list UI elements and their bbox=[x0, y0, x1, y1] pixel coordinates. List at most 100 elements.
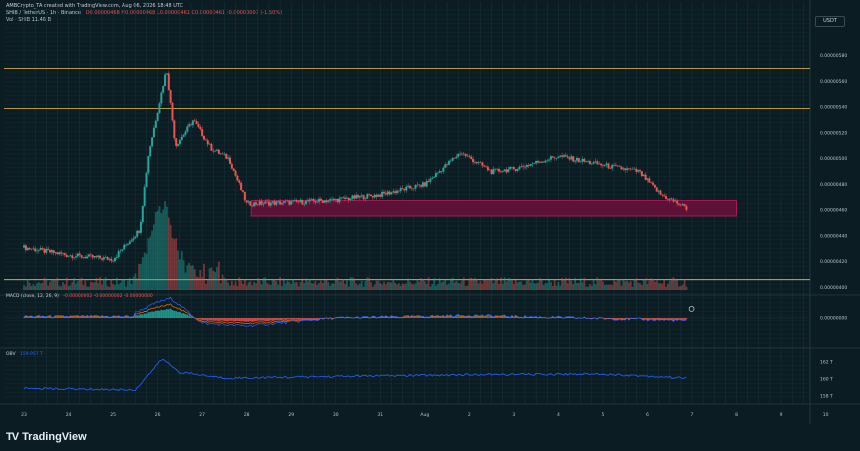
candle-body[interactable] bbox=[371, 196, 374, 198]
candle-body[interactable] bbox=[216, 149, 219, 151]
candle-body[interactable] bbox=[253, 202, 256, 207]
candle-body[interactable] bbox=[457, 153, 460, 157]
candle-body[interactable] bbox=[329, 199, 332, 201]
candle-body[interactable] bbox=[128, 241, 131, 245]
candle-body[interactable] bbox=[143, 187, 146, 206]
candle-body[interactable] bbox=[221, 153, 224, 155]
candle-body[interactable] bbox=[568, 157, 571, 160]
candle-body[interactable] bbox=[455, 156, 458, 159]
candle-body[interactable] bbox=[312, 198, 315, 202]
candle-body[interactable] bbox=[177, 144, 180, 146]
candle-body[interactable] bbox=[672, 199, 675, 202]
candle-body[interactable] bbox=[26, 247, 29, 251]
candle-body[interactable] bbox=[264, 201, 267, 204]
candle-body[interactable] bbox=[475, 161, 478, 164]
candle-body[interactable] bbox=[69, 255, 72, 257]
candle-body[interactable] bbox=[449, 160, 452, 162]
candle-body[interactable] bbox=[583, 158, 586, 162]
candle-body[interactable] bbox=[477, 162, 480, 164]
candle-body[interactable] bbox=[553, 157, 556, 159]
candle-body[interactable] bbox=[468, 155, 471, 157]
candle-body[interactable] bbox=[613, 164, 616, 166]
candle-body[interactable] bbox=[494, 168, 497, 170]
candle-body[interactable] bbox=[536, 160, 539, 163]
candle-body[interactable] bbox=[214, 150, 217, 152]
candle-body[interactable] bbox=[490, 169, 493, 174]
candle-body[interactable] bbox=[108, 258, 111, 260]
candle-body[interactable] bbox=[427, 180, 430, 182]
candle-body[interactable] bbox=[594, 161, 597, 163]
candle-body[interactable] bbox=[535, 160, 538, 164]
candle-body[interactable] bbox=[570, 156, 573, 160]
candle-body[interactable] bbox=[134, 236, 137, 239]
candle-body[interactable] bbox=[41, 247, 44, 250]
candle-body[interactable] bbox=[394, 191, 397, 194]
candle-body[interactable] bbox=[254, 202, 257, 205]
candle-body[interactable] bbox=[529, 164, 532, 166]
candle-body[interactable] bbox=[518, 166, 521, 170]
candle-body[interactable] bbox=[175, 138, 178, 146]
candle-body[interactable] bbox=[95, 256, 98, 258]
candle-body[interactable] bbox=[540, 161, 543, 163]
candle-body[interactable] bbox=[460, 153, 463, 155]
candle-body[interactable] bbox=[544, 160, 547, 163]
candle-body[interactable] bbox=[97, 255, 100, 258]
candle-body[interactable] bbox=[223, 153, 226, 155]
candle-body[interactable] bbox=[388, 191, 391, 195]
candle-body[interactable] bbox=[292, 200, 295, 202]
candle-body[interactable] bbox=[596, 161, 599, 165]
candle-body[interactable] bbox=[232, 168, 235, 171]
candle-body[interactable] bbox=[548, 159, 551, 161]
candle-body[interactable] bbox=[45, 248, 48, 253]
candle-body[interactable] bbox=[286, 200, 289, 202]
candle-body[interactable] bbox=[587, 161, 590, 162]
candle-body[interactable] bbox=[351, 195, 354, 199]
candle-body[interactable] bbox=[104, 256, 107, 258]
candle-body[interactable] bbox=[277, 201, 280, 202]
candle-body[interactable] bbox=[412, 188, 415, 190]
candle-body[interactable] bbox=[572, 156, 575, 162]
candle-body[interactable] bbox=[483, 165, 486, 167]
candle-body[interactable] bbox=[271, 201, 274, 203]
candle-body[interactable] bbox=[668, 198, 671, 200]
candle-body[interactable] bbox=[332, 198, 335, 200]
candle-body[interactable] bbox=[314, 201, 317, 203]
candle-body[interactable] bbox=[87, 254, 90, 257]
candle-body[interactable] bbox=[279, 201, 282, 205]
candle-body[interactable] bbox=[240, 182, 243, 191]
candle-body[interactable] bbox=[184, 131, 187, 135]
candle-body[interactable] bbox=[47, 248, 50, 251]
candle-body[interactable] bbox=[479, 162, 482, 163]
candle-body[interactable] bbox=[282, 201, 285, 204]
candle-body[interactable] bbox=[590, 163, 593, 165]
candle-body[interactable] bbox=[375, 194, 378, 197]
candle-body[interactable] bbox=[49, 250, 52, 253]
candle-body[interactable] bbox=[525, 165, 528, 168]
candle-body[interactable] bbox=[288, 200, 291, 205]
candle-body[interactable] bbox=[472, 158, 475, 163]
candle-body[interactable] bbox=[138, 230, 141, 233]
candle-body[interactable] bbox=[564, 155, 567, 157]
candle-body[interactable] bbox=[486, 166, 489, 171]
candle-body[interactable] bbox=[531, 163, 534, 165]
candle-body[interactable] bbox=[405, 186, 408, 191]
candle-body[interactable] bbox=[154, 120, 157, 128]
candle-body[interactable] bbox=[236, 175, 239, 181]
candle-body[interactable] bbox=[674, 200, 677, 202]
candle-body[interactable] bbox=[379, 194, 382, 197]
candle-body[interactable] bbox=[635, 168, 638, 172]
candle-body[interactable] bbox=[245, 200, 248, 203]
candle-body[interactable] bbox=[561, 155, 564, 157]
candle-body[interactable] bbox=[516, 169, 519, 171]
candle-body[interactable] bbox=[492, 168, 495, 174]
candle-body[interactable] bbox=[386, 191, 389, 195]
candle-body[interactable] bbox=[126, 244, 129, 245]
candle-body[interactable] bbox=[321, 200, 324, 203]
candle-body[interactable] bbox=[498, 169, 501, 172]
candle-body[interactable] bbox=[310, 198, 313, 200]
candle-body[interactable] bbox=[370, 194, 373, 197]
candle-body[interactable] bbox=[648, 178, 651, 183]
candle-body[interactable] bbox=[639, 170, 642, 172]
candle-body[interactable] bbox=[110, 258, 113, 261]
candle-body[interactable] bbox=[373, 194, 376, 198]
